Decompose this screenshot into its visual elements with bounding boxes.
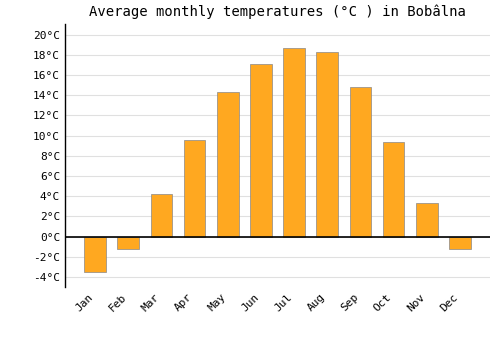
Bar xyxy=(217,92,238,237)
Bar xyxy=(316,52,338,237)
Bar xyxy=(449,237,470,248)
Bar xyxy=(84,237,106,272)
Bar xyxy=(284,48,305,237)
Bar xyxy=(150,194,172,237)
Bar xyxy=(416,203,438,237)
Bar xyxy=(184,140,206,237)
Bar xyxy=(118,237,139,248)
Title: Average monthly temperatures (°C ) in Bobâlna: Average monthly temperatures (°C ) in Bo… xyxy=(89,5,466,19)
Bar xyxy=(383,142,404,237)
Bar xyxy=(250,64,272,237)
Bar xyxy=(350,87,371,237)
